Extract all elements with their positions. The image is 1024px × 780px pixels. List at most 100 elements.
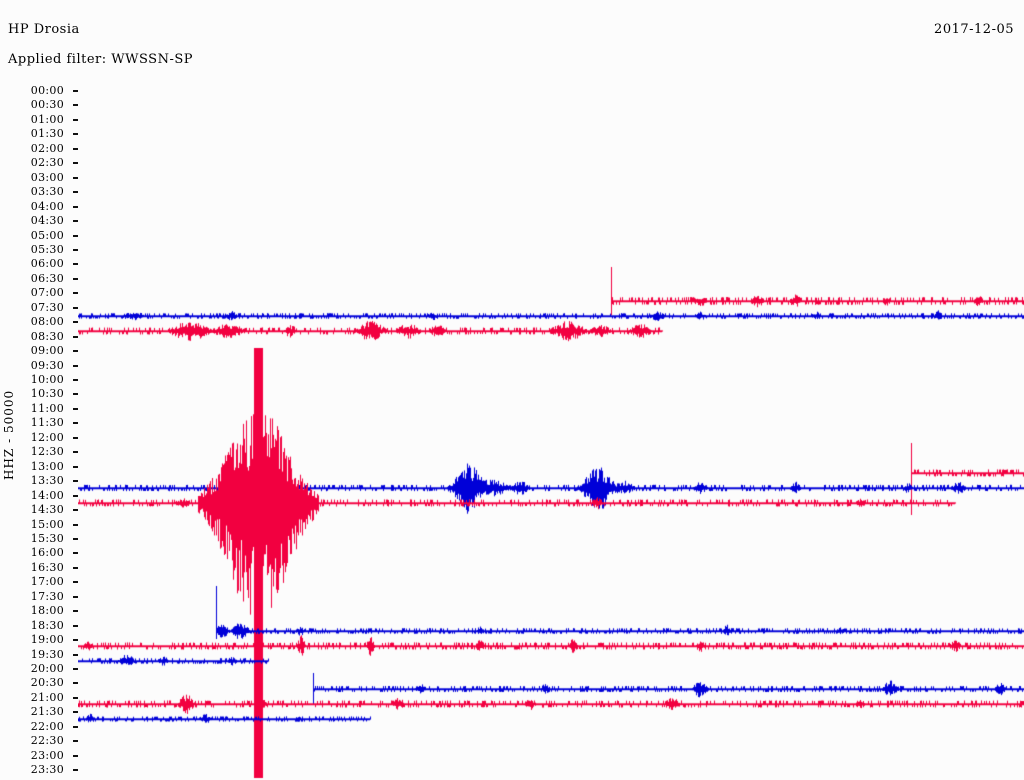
time-label-0500: 05:00 <box>30 228 64 242</box>
time-label-0900: 09:00 <box>30 344 64 358</box>
time-tick <box>73 220 78 223</box>
time-tick <box>73 436 78 439</box>
date-label: 2017-12-05 <box>934 22 1014 37</box>
time-tick <box>73 379 78 381</box>
time-label-0600: 06:00 <box>30 257 64 271</box>
time-tick <box>73 306 78 309</box>
time-tick <box>73 740 78 743</box>
time-label-0430: 04:30 <box>30 214 64 228</box>
time-label-0630: 06:30 <box>30 271 64 285</box>
time-label-0730: 07:30 <box>30 300 64 314</box>
time-label-1700: 17:00 <box>30 575 64 589</box>
time-label-1100: 11:00 <box>30 401 64 415</box>
time-tick <box>73 263 78 266</box>
time-tick <box>73 104 78 107</box>
time-label-2030: 20:30 <box>30 676 64 690</box>
time-tick <box>73 523 78 526</box>
time-tick <box>73 335 78 338</box>
time-label-1400: 14:00 <box>30 488 64 502</box>
time-label-0130: 01:30 <box>30 127 64 141</box>
time-tick <box>73 537 78 540</box>
time-label-1200: 12:00 <box>30 430 64 444</box>
time-tick <box>73 350 78 353</box>
time-label-1430: 14:30 <box>30 503 64 517</box>
time-label-0530: 05:30 <box>30 242 64 256</box>
time-tick <box>73 581 78 584</box>
time-tick <box>73 480 78 483</box>
time-label-2200: 22:00 <box>30 719 64 733</box>
time-label-2330: 23:30 <box>30 763 64 777</box>
time-tick <box>73 451 78 454</box>
time-tick <box>73 639 78 642</box>
time-label-2000: 20:00 <box>30 662 64 675</box>
time-label-0930: 09:30 <box>30 358 64 372</box>
time-label-0330: 03:30 <box>30 185 64 199</box>
time-tick <box>73 364 78 367</box>
time-label-1330: 13:30 <box>30 474 64 488</box>
time-label-1930: 19:30 <box>30 647 64 661</box>
time-tick <box>73 292 78 295</box>
time-tick <box>73 321 78 324</box>
time-tick <box>73 610 78 613</box>
seismogram-plot <box>78 84 1024 780</box>
time-label-1000: 10:00 <box>30 373 64 386</box>
time-label-0700: 07:00 <box>30 286 64 300</box>
time-label-1730: 17:30 <box>30 589 64 603</box>
time-tick <box>73 162 78 165</box>
time-tick <box>73 552 78 555</box>
time-tick <box>73 494 78 497</box>
time-tick <box>73 133 78 136</box>
time-tick <box>73 595 78 598</box>
time-label-1830: 18:30 <box>30 618 64 632</box>
time-label-2230: 22:30 <box>30 734 64 748</box>
time-label-1130: 11:30 <box>30 416 64 430</box>
time-tick <box>73 725 78 728</box>
time-tick <box>73 118 78 121</box>
applied-filter-label: Applied filter: WWSSN-SP <box>8 52 193 67</box>
time-label-0800: 08:00 <box>30 315 64 329</box>
station-title: HP Drosia <box>8 22 80 37</box>
time-label-1300: 13:00 <box>30 459 64 473</box>
time-label-1230: 12:30 <box>30 445 64 459</box>
time-label-1530: 15:30 <box>30 531 64 545</box>
time-tick <box>73 277 78 280</box>
time-tick <box>73 205 78 208</box>
time-label-0000: 00:00 <box>30 84 64 97</box>
time-tick <box>73 668 78 670</box>
time-tick <box>73 147 78 150</box>
time-tick <box>73 465 78 468</box>
time-label-1630: 16:30 <box>30 560 64 574</box>
time-tick <box>73 711 78 714</box>
time-tick <box>73 754 78 757</box>
time-label-0100: 01:00 <box>30 112 64 126</box>
time-label-1500: 15:00 <box>30 517 64 531</box>
time-label-2300: 23:00 <box>30 748 64 762</box>
time-label-1900: 19:00 <box>30 633 64 647</box>
time-tick <box>73 696 78 699</box>
time-label-0200: 02:00 <box>30 141 64 155</box>
time-label-0400: 04:00 <box>30 199 64 213</box>
time-tick <box>73 176 78 179</box>
time-label-2100: 21:00 <box>30 690 64 704</box>
time-label-1800: 18:00 <box>30 604 64 618</box>
time-label-1030: 10:30 <box>30 387 64 401</box>
time-tick <box>73 191 78 194</box>
time-tick <box>73 248 78 251</box>
time-tick <box>73 624 78 627</box>
time-label-1600: 16:00 <box>30 546 64 560</box>
time-label-0300: 03:00 <box>30 170 64 184</box>
time-tick <box>73 90 78 92</box>
time-tick <box>73 393 78 396</box>
time-label-0830: 08:30 <box>30 329 64 343</box>
time-tick <box>73 509 78 512</box>
time-tick <box>73 566 78 569</box>
time-label-0030: 00:30 <box>30 98 64 112</box>
time-tick <box>73 422 78 425</box>
time-label-2130: 21:30 <box>30 705 64 719</box>
time-axis: 00:00 00:30 01:00 01:30 02:00 02:30 03:00 03:30… <box>0 84 78 780</box>
time-tick <box>73 682 78 685</box>
time-tick <box>73 407 78 410</box>
time-tick <box>73 769 78 772</box>
time-tick <box>73 234 78 237</box>
time-label-0230: 02:30 <box>30 156 64 170</box>
